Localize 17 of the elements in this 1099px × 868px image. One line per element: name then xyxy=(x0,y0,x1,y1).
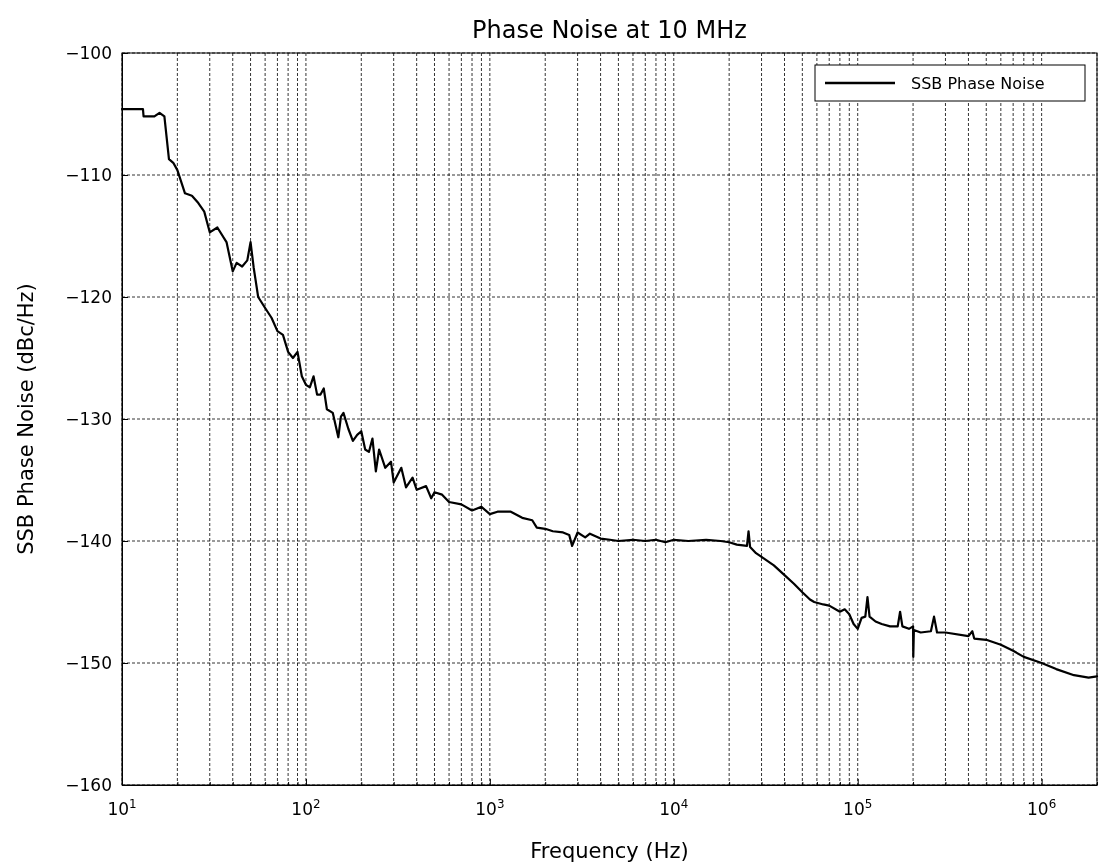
x-axis-title: Frequency (Hz) xyxy=(530,839,689,863)
y-tick-label: −110 xyxy=(65,164,112,185)
x-tick-label: 10$^{4}$ xyxy=(659,797,689,819)
y-tick-label: −140 xyxy=(65,530,112,551)
x-tick-label: 10$^{1}$ xyxy=(107,797,137,819)
y-axis-title: SSB Phase Noise (dBc/Hz) xyxy=(14,283,38,555)
y-tick-label: −130 xyxy=(65,408,112,429)
y-tick-label: −160 xyxy=(65,774,112,795)
x-tick-label: 10$^{5}$ xyxy=(843,797,873,819)
y-tick-label: −100 xyxy=(65,42,112,63)
x-tick-label: 10$^{2}$ xyxy=(291,797,321,819)
x-tick-label: 10$^{6}$ xyxy=(1027,797,1057,819)
y-tick-label: −120 xyxy=(65,286,112,307)
x-tick-label: 10$^{3}$ xyxy=(475,797,505,819)
legend-label: SSB Phase Noise xyxy=(911,74,1045,93)
chart-title: Phase Noise at 10 MHz xyxy=(472,16,747,44)
y-tick-label: −150 xyxy=(65,652,112,673)
